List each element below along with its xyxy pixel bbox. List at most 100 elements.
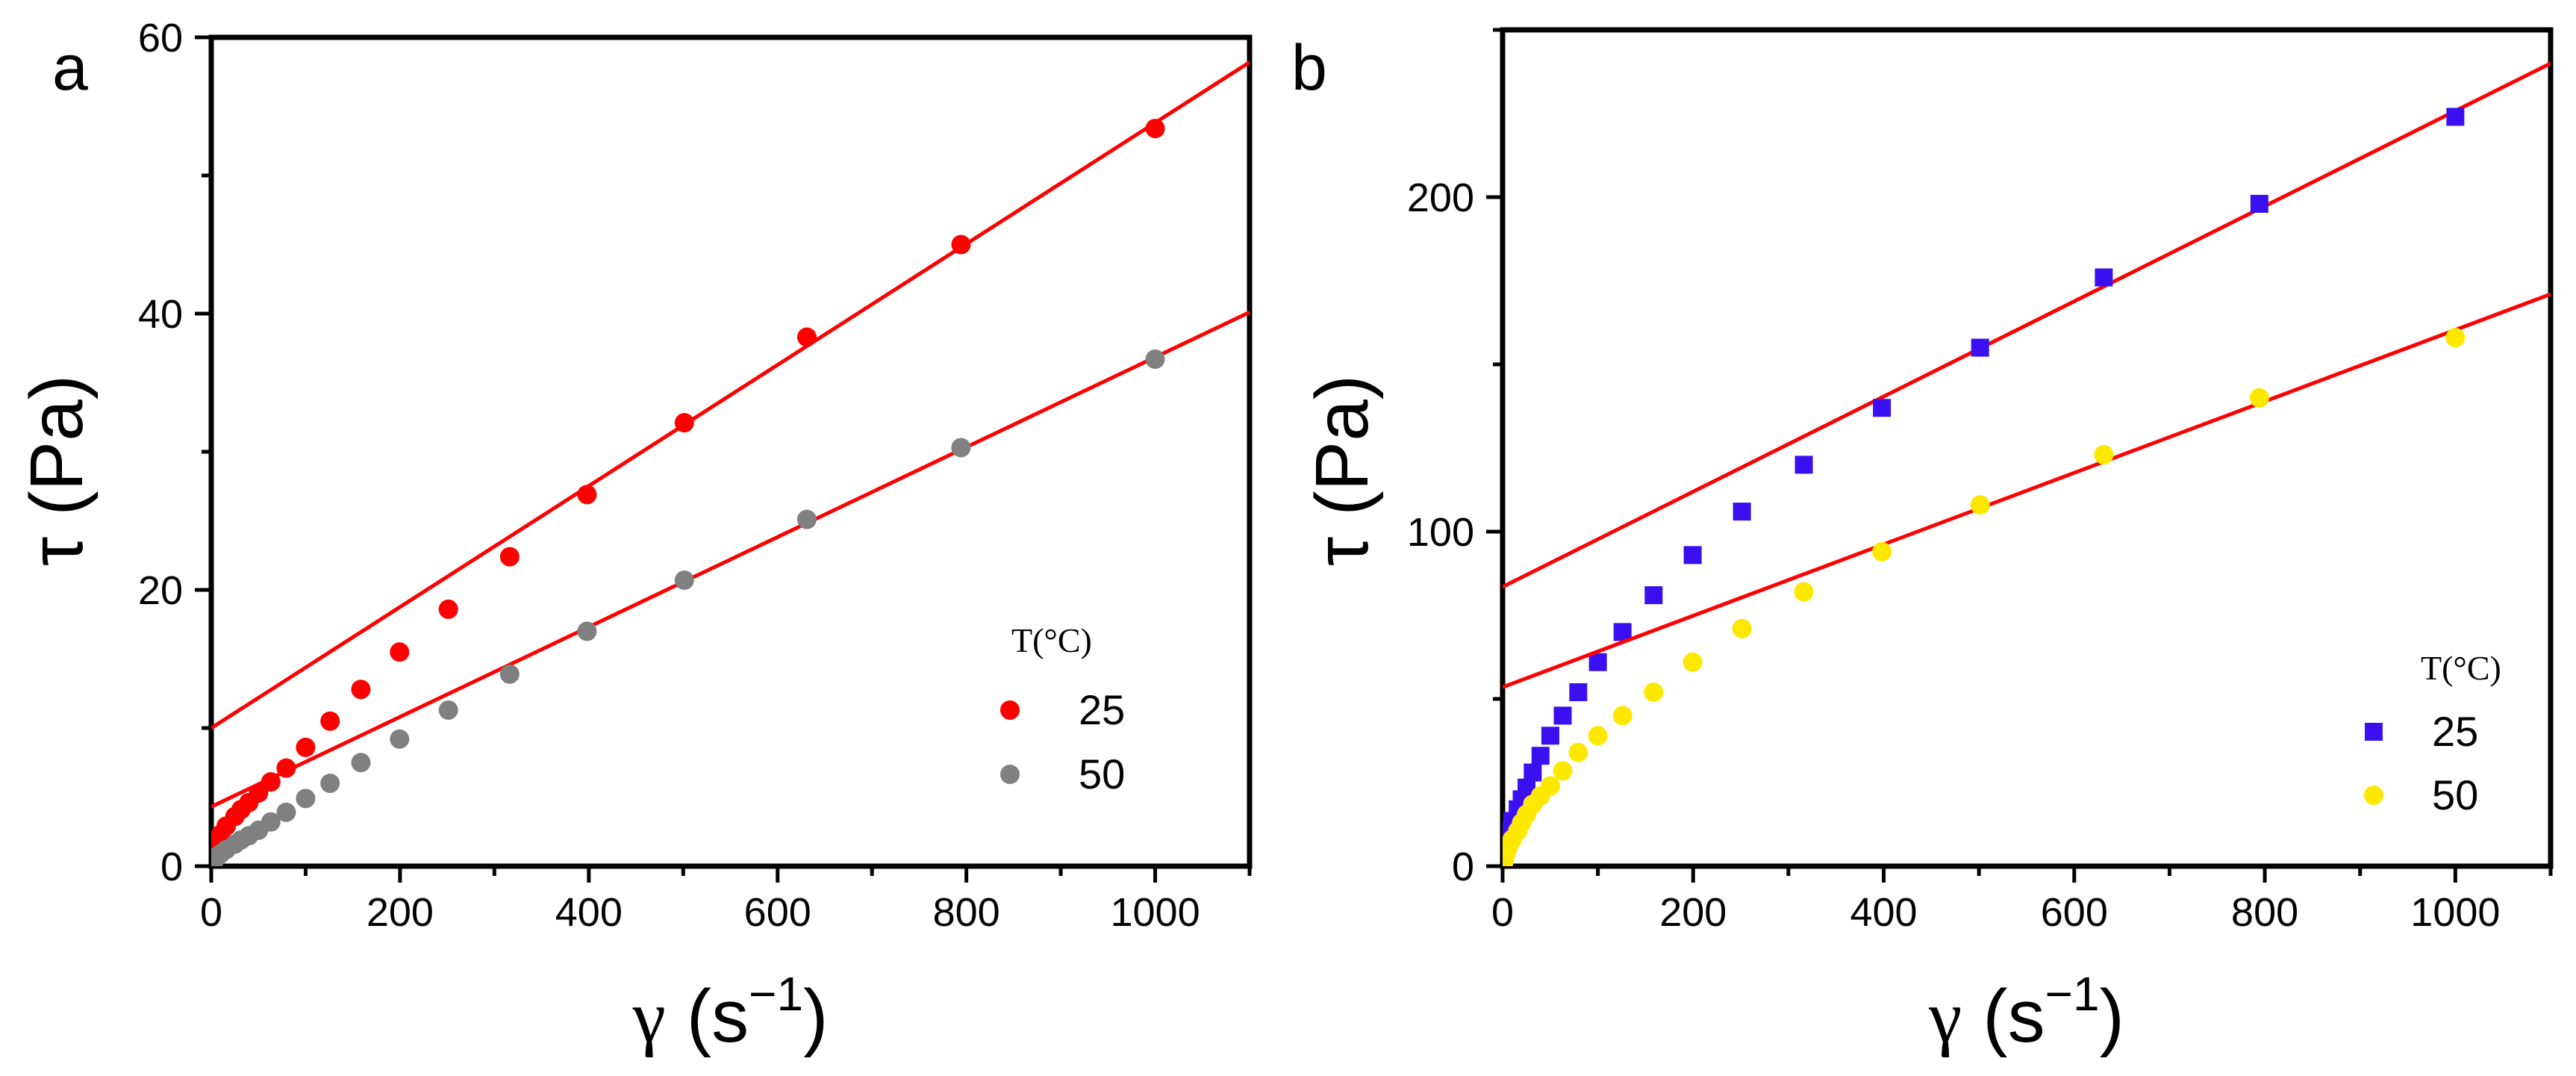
data-point-25 (1971, 338, 1989, 357)
x-axis-label-superscript: −1 (2045, 967, 2100, 1021)
fit-line-25 (1503, 61, 2551, 589)
y-tick-label: 0 (1452, 845, 1474, 889)
legend-label-50: 50 (1079, 750, 1125, 797)
x-axis-label: γ (s−1) (632, 967, 829, 1058)
y-axis-label: τ (Pa) (1300, 375, 1384, 566)
data-point-50 (951, 438, 971, 458)
data-point-50 (1145, 349, 1165, 370)
x-axis-label-close: ) (2100, 974, 2124, 1058)
data-point-50 (1794, 582, 1814, 602)
data-point-25 (1794, 455, 1813, 474)
x-tick-label: 200 (1659, 890, 1727, 935)
data-point-25 (438, 599, 458, 619)
data-point-50 (1970, 495, 1990, 515)
x-axis-label: γ (s−1) (1928, 967, 2124, 1058)
data-point-25 (390, 642, 410, 662)
data-point-50 (577, 621, 597, 641)
data-point-25 (1553, 706, 1572, 725)
x-tick-label: 600 (744, 890, 811, 935)
legend-marker-25 (1000, 700, 1020, 720)
data-point-25 (1524, 763, 1542, 782)
data-point-50 (796, 509, 817, 529)
x-tick-label: 0 (200, 890, 222, 935)
data-point-50 (2445, 328, 2466, 348)
legend-title: T(°C) (1011, 621, 1092, 659)
data-point-50 (1644, 682, 1664, 703)
fit-line-50 (211, 310, 1250, 809)
legend-marker-50 (2364, 786, 2383, 805)
data-point-25 (1588, 653, 1607, 671)
legend-label-25: 25 (1079, 686, 1125, 733)
data-point-50 (674, 570, 694, 591)
plot-area (211, 60, 1250, 866)
data-point-25 (499, 547, 520, 567)
data-point-50 (1872, 541, 1892, 562)
data-point-25 (351, 680, 371, 700)
plot-frame (1500, 27, 2554, 869)
panel-b: 0 200 400 600 800 1000 0 100 200 b τ (Pa) γ (s−1) T(°… (1291, 27, 2554, 1058)
y-tick-label: 20 (138, 568, 183, 613)
data-point-25 (1541, 727, 1559, 745)
data-point-50 (438, 700, 458, 720)
data-point-50 (1540, 776, 1560, 796)
x-tick-label: 400 (1850, 890, 1917, 935)
data-point-25 (577, 485, 597, 505)
data-point-25 (1569, 683, 1588, 702)
x-tick-label: 1000 (1110, 890, 1200, 935)
legend-title: T(°C) (2421, 649, 2501, 687)
data-point-25 (2250, 194, 2268, 213)
x-tick-label: 200 (367, 890, 434, 935)
x-tick-label: 600 (2041, 890, 2108, 935)
data-point-50 (1682, 652, 1703, 672)
data-point-50 (296, 789, 316, 809)
x-axis-label-close: ) (803, 974, 828, 1058)
data-point-50 (351, 753, 371, 773)
x-axis-label-symbol: γ (1928, 975, 1962, 1058)
x-tick-label: 400 (555, 890, 623, 935)
data-point-25 (1683, 546, 1702, 565)
x-axis-label-unit: (s (1983, 974, 2045, 1058)
data-point-25 (951, 234, 971, 255)
data-point-25 (2446, 108, 2465, 126)
data-point-50 (390, 729, 410, 749)
fit-line-50 (1503, 292, 2551, 689)
data-point-25 (1613, 623, 1632, 641)
legend-label-25: 25 (2432, 708, 2478, 755)
data-point-25 (1873, 399, 1892, 417)
legend-label-50: 50 (2432, 771, 2478, 818)
data-point-25 (2095, 268, 2113, 287)
x-axis-label-unit: (s (687, 974, 749, 1058)
x-tick-label: 0 (1491, 890, 1514, 935)
x-tick-label: 1000 (2410, 890, 2500, 935)
data-point-25 (1733, 503, 1751, 521)
data-point-50 (2249, 388, 2269, 408)
data-point-25 (674, 413, 694, 433)
panel-label: b (1291, 32, 1327, 104)
legend-marker-50 (1000, 765, 1020, 784)
y-tick-label: 200 (1407, 175, 1474, 220)
x-axis-label-symbol: γ (632, 975, 666, 1058)
data-point-50 (1612, 706, 1632, 726)
data-point-50 (320, 774, 340, 793)
data-point-50 (1553, 761, 1573, 781)
panel-label: a (52, 32, 88, 104)
legend-marker-25 (2365, 723, 2383, 741)
data-point-50 (1732, 618, 1752, 638)
data-point-50 (1568, 742, 1588, 762)
y-tick-label: 0 (160, 845, 183, 889)
x-tick-label: 800 (933, 890, 1000, 935)
data-point-50 (261, 812, 281, 832)
data-point-25 (1518, 778, 1536, 797)
y-tick-label: 40 (138, 292, 183, 337)
data-point-25 (1644, 586, 1663, 605)
data-point-50 (1588, 726, 1608, 746)
x-tick-label: 800 (2231, 890, 2298, 935)
fit-line-25 (211, 60, 1250, 730)
data-point-50 (2094, 444, 2114, 464)
y-tick-label: 60 (138, 16, 183, 60)
y-axis-label: τ (Pa) (15, 375, 99, 566)
data-point-25 (796, 327, 817, 347)
data-point-25 (320, 711, 340, 731)
data-point-25 (1531, 747, 1550, 765)
